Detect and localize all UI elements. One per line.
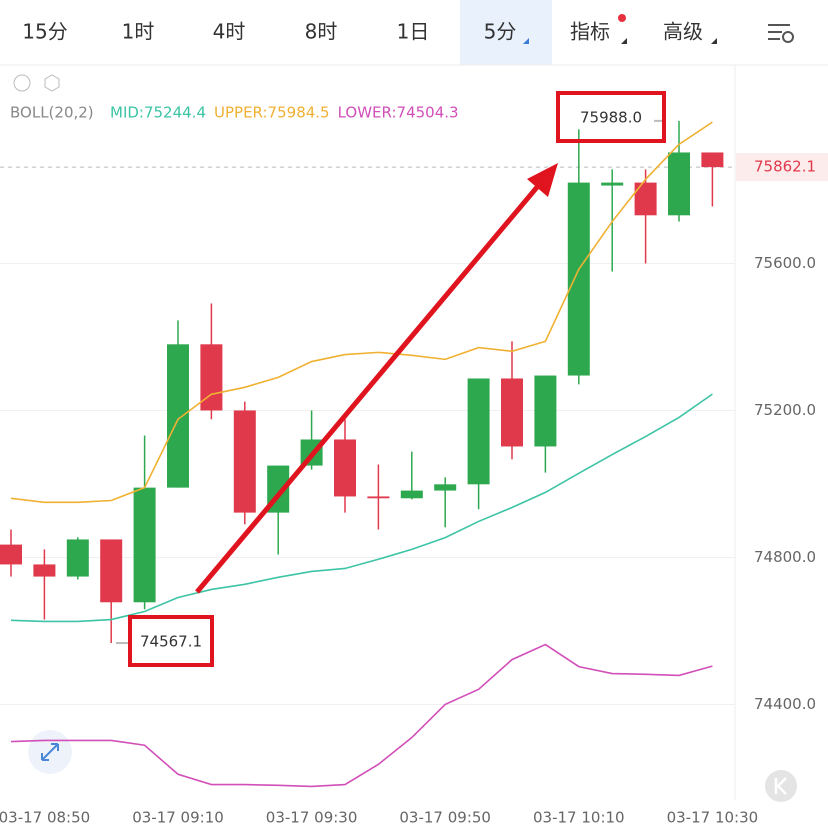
candle-body xyxy=(233,410,256,513)
candle-body xyxy=(434,484,457,491)
y-tick-label: 74800.0 xyxy=(754,548,816,566)
legend-entry: UPPER:75984.5 xyxy=(214,104,330,122)
badge-dot xyxy=(618,14,626,22)
candle-body xyxy=(467,378,490,485)
candle-body xyxy=(367,496,390,499)
indicator-name: BOLL(20,2) xyxy=(10,104,94,122)
tab[interactable]: 高级 xyxy=(663,20,703,44)
tab-caret xyxy=(621,38,627,44)
x-tick-label: 03-17 10:30 xyxy=(667,809,759,827)
x-tick-label: 03-17 09:50 xyxy=(399,809,491,827)
tab[interactable]: 15分 xyxy=(22,20,67,44)
tab[interactable]: 5分 xyxy=(484,20,517,44)
collapse-icon[interactable] xyxy=(13,74,31,92)
tab-caret xyxy=(523,38,529,44)
candle-body xyxy=(668,152,690,216)
candle-body xyxy=(534,375,557,447)
y-tick-label: 75200.0 xyxy=(754,401,816,419)
tab-caret xyxy=(711,38,717,44)
annotation-box xyxy=(128,615,214,667)
annotation-box xyxy=(556,91,666,143)
arrow-head xyxy=(527,163,558,197)
x-tick-label: 03-17 09:30 xyxy=(266,809,358,827)
annotation-label: 75988.0 xyxy=(580,109,642,127)
scroll-end-button[interactable] xyxy=(765,770,797,802)
candle-body xyxy=(567,182,590,376)
legend-entry: MID:75244.4 xyxy=(110,104,206,122)
candle-body xyxy=(601,182,624,186)
legend-entry: LOWER:74504.3 xyxy=(338,104,459,122)
tab[interactable]: 指标 xyxy=(570,20,610,44)
candle-body xyxy=(0,544,22,565)
expand-icon xyxy=(41,743,59,761)
selected-tab-bg xyxy=(460,0,552,65)
candle-body xyxy=(501,378,523,447)
arrow-shaft xyxy=(195,184,540,594)
candle-body xyxy=(400,490,423,499)
x-tick-label: 03-17 09:10 xyxy=(132,809,224,827)
boll-line xyxy=(10,643,713,788)
candle-body xyxy=(66,539,89,577)
annotation-label: 74567.1 xyxy=(140,633,202,651)
boll-line xyxy=(10,393,713,623)
settings-icon[interactable] xyxy=(768,24,794,43)
candle-body xyxy=(167,344,189,488)
tab[interactable]: 1日 xyxy=(397,20,430,44)
tab[interactable]: 4时 xyxy=(213,20,246,44)
scroll-end-icon xyxy=(774,777,787,795)
settings-hex-icon[interactable] xyxy=(44,74,60,92)
y-tick-label: 74400.0 xyxy=(754,695,816,713)
candle-body xyxy=(133,487,156,603)
candle-body xyxy=(701,152,724,168)
candle-body xyxy=(100,539,123,603)
x-tick-label: 03-17 10:10 xyxy=(533,809,625,827)
boll-line xyxy=(10,121,713,504)
tab[interactable]: 8时 xyxy=(305,20,338,44)
tab[interactable]: 1时 xyxy=(122,20,155,44)
candle-body xyxy=(334,439,356,497)
y-tick-label: 75600.0 xyxy=(754,254,816,272)
candle-body xyxy=(33,564,56,577)
last-price-bg xyxy=(736,153,828,182)
last-price-label: 75862.1 xyxy=(754,158,816,176)
candle-body xyxy=(634,182,657,216)
x-tick-label: 03-17 08:50 xyxy=(0,809,90,827)
